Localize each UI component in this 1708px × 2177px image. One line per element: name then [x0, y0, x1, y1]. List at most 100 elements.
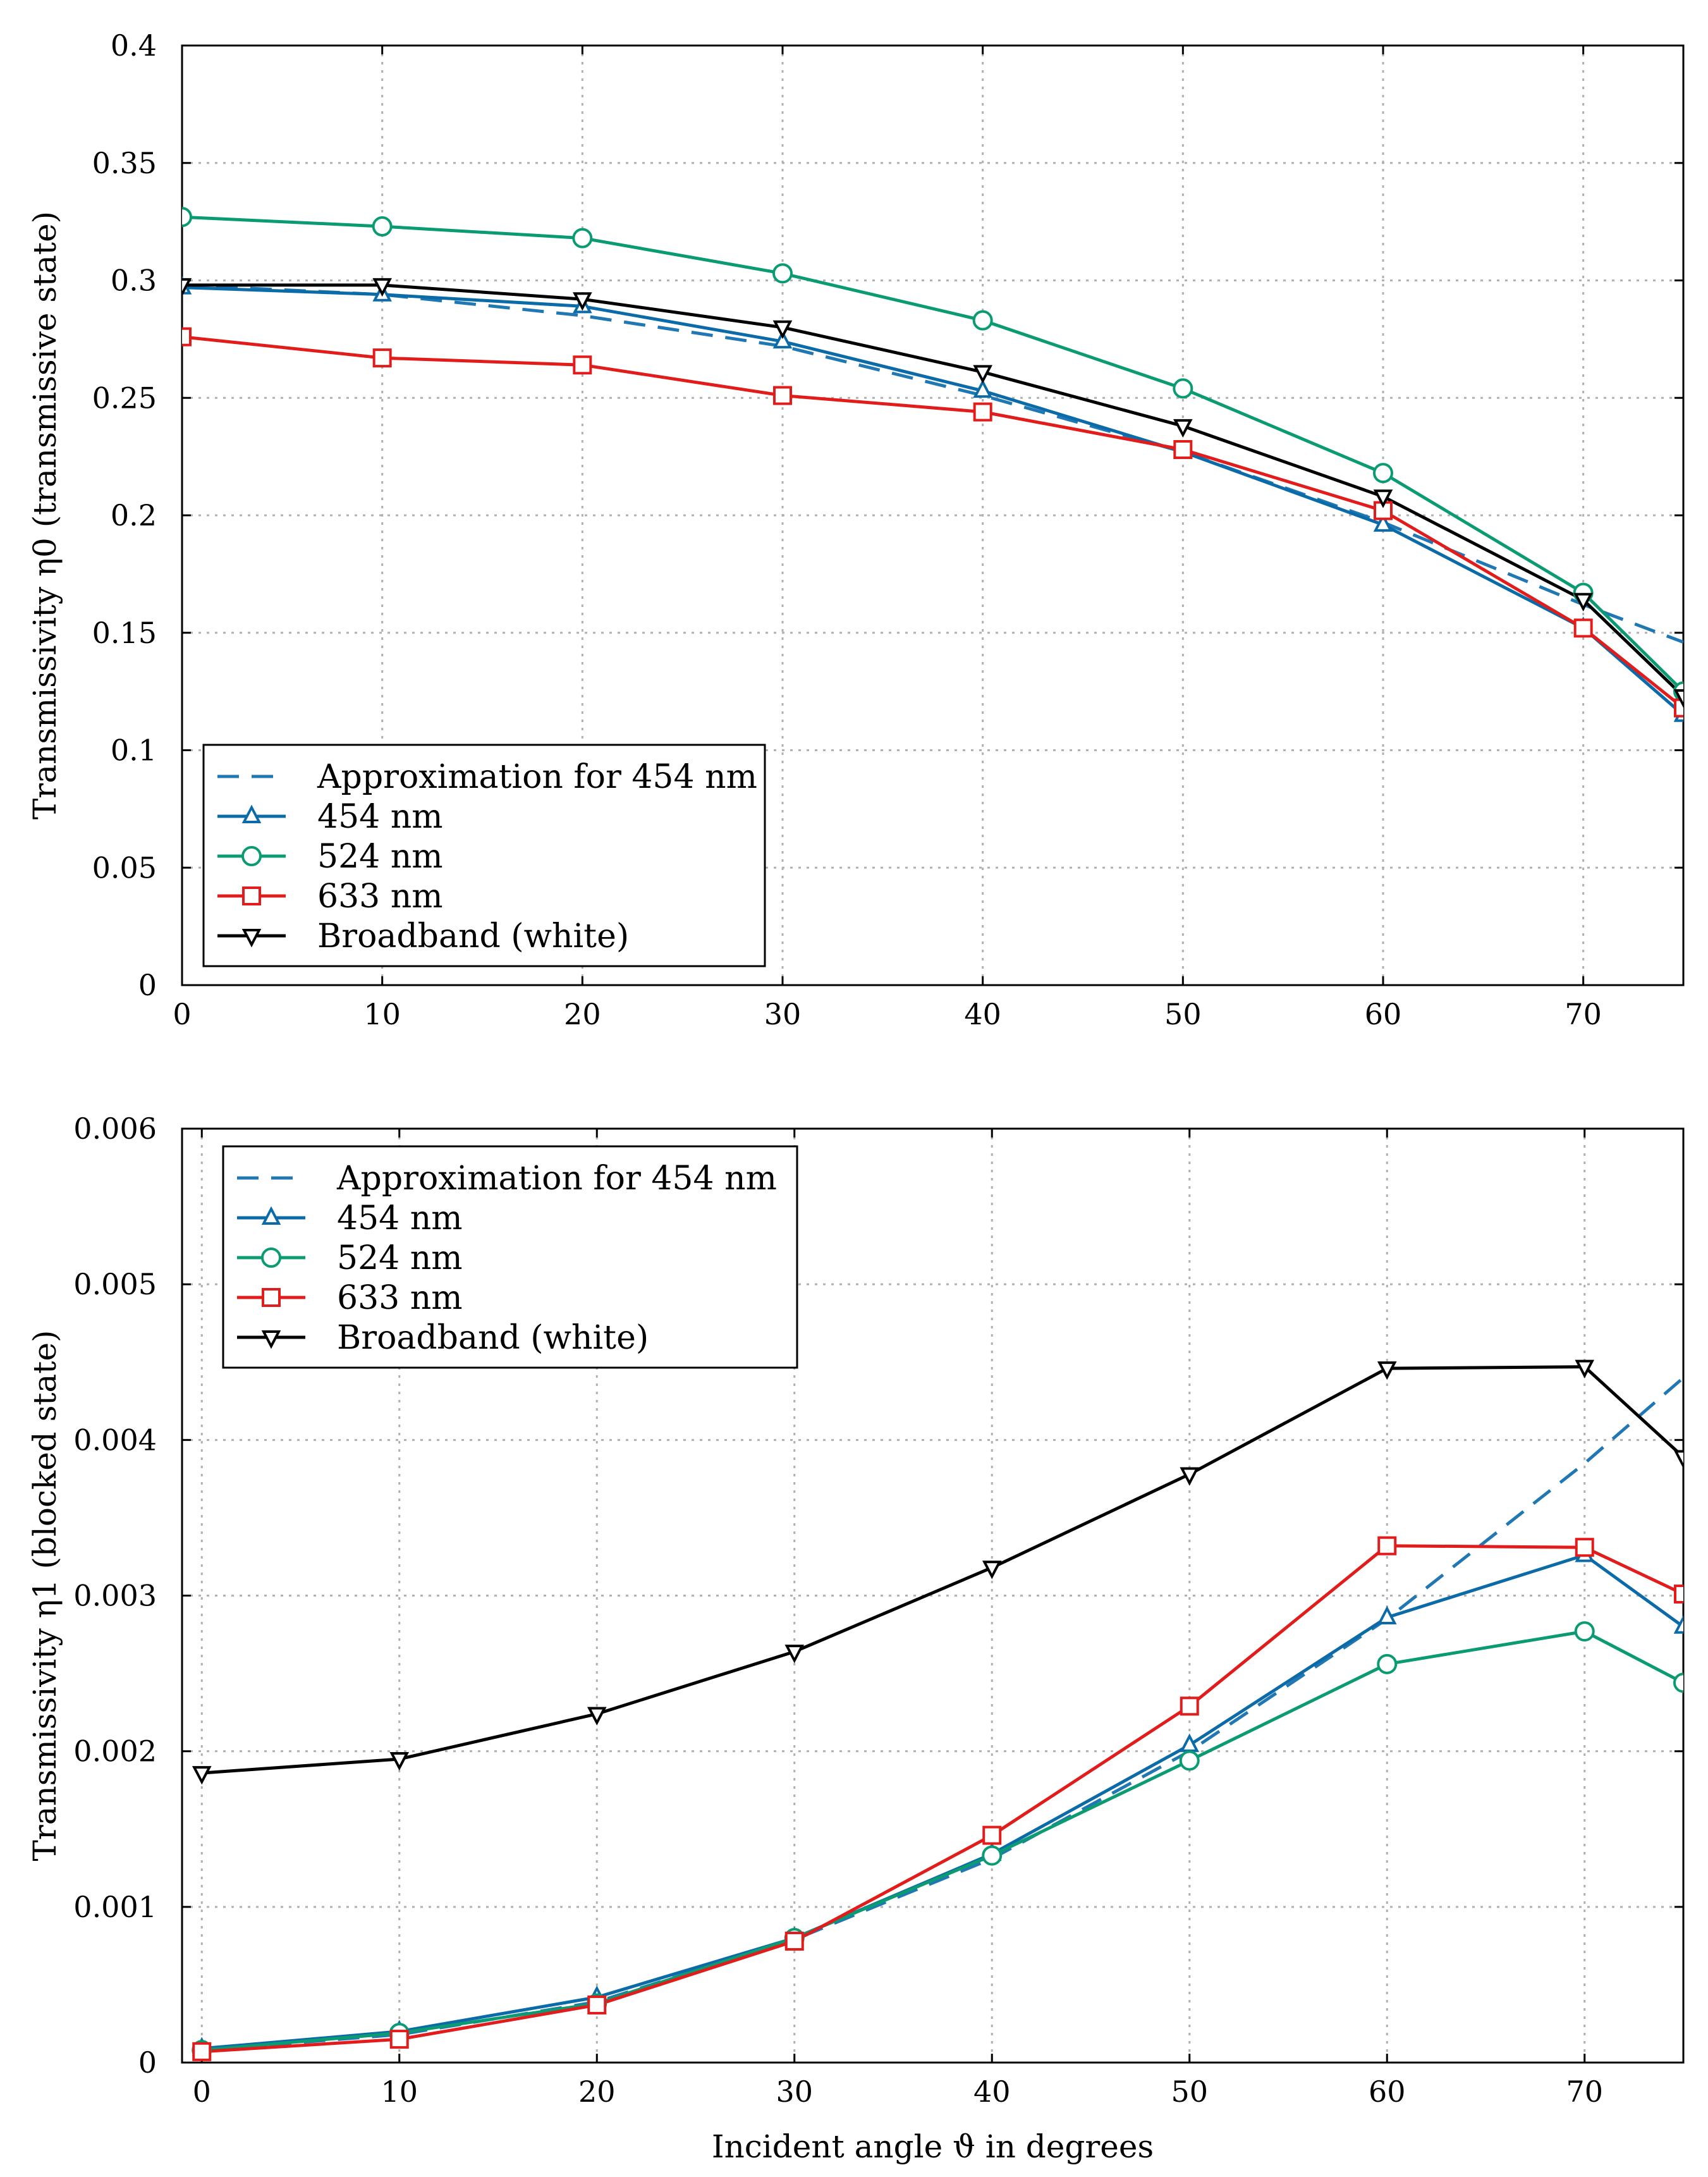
- y-tick-label: 0.25: [92, 381, 157, 415]
- data-point-nm524: [182, 207, 192, 228]
- data-point-nm633: [973, 402, 992, 422]
- data-point-nm454: [772, 329, 793, 349]
- series-line-nm454: [182, 286, 1683, 716]
- legend-label-approx: Approximation for 454 nm: [317, 758, 757, 796]
- legend-label-nm633: 633 nm: [337, 1279, 463, 1317]
- x-tick-label: 70: [1565, 997, 1602, 1031]
- legend-marker-nm633: [242, 886, 261, 905]
- x-axis-title: Incident angle ϑ in degrees: [712, 2128, 1154, 2165]
- y-tick-label: 0.001: [73, 1890, 157, 1924]
- y-tick-label: 0.05: [92, 850, 157, 885]
- x-tick-label: 60: [1369, 2075, 1406, 2109]
- data-point-nm633: [192, 2042, 212, 2061]
- y-tick-label: 0.3: [111, 264, 157, 298]
- y-tick-label: 0.004: [73, 1423, 157, 1457]
- data-point-nm633: [1573, 618, 1593, 638]
- legend-label-approx: Approximation for 454 nm: [336, 1160, 777, 1198]
- data-point-white: [973, 365, 992, 384]
- data-point-white: [784, 1645, 805, 1664]
- y-tick-label: 0.4: [111, 28, 157, 63]
- data-point-nm454: [973, 379, 992, 398]
- legend-marker-white: [241, 929, 262, 948]
- data-point-white: [372, 278, 392, 297]
- data-point-nm524: [982, 1845, 1003, 1866]
- y-tick-label: 0: [138, 968, 157, 1002]
- data-point-white: [772, 320, 793, 340]
- series-line-white: [182, 283, 1683, 697]
- x-tick-label: 0: [193, 2075, 211, 2109]
- y-tick-label: 0.006: [73, 1112, 157, 1146]
- series-line-white: [202, 1365, 1683, 1775]
- legend-label-nm454: 454 nm: [317, 798, 443, 836]
- data-point-nm524: [972, 310, 993, 331]
- y-tick-label: 0.005: [73, 1267, 157, 1301]
- data-point-white: [1673, 689, 1683, 708]
- legend-label-white: Broadband (white): [337, 1319, 649, 1357]
- data-point-white: [587, 1707, 607, 1726]
- data-point-nm524: [772, 263, 793, 284]
- legend-marker-nm454: [261, 1206, 281, 1225]
- data-point-white: [573, 292, 592, 311]
- data-point-nm633: [1180, 1696, 1199, 1716]
- data-point-nm524: [572, 228, 593, 248]
- legend-marker-nm454: [241, 804, 262, 823]
- data-point-nm524: [372, 216, 393, 237]
- data-point-nm524: [1373, 463, 1393, 484]
- series-line-nm633: [182, 335, 1683, 709]
- x-tick-label: 30: [764, 997, 802, 1031]
- data-point-white: [1373, 489, 1393, 508]
- legend-marker-nm524: [261, 1248, 281, 1268]
- data-point-white: [1573, 592, 1593, 612]
- series-line-nm454: [202, 1554, 1683, 2051]
- x-tick-label: 30: [776, 2075, 813, 2109]
- data-point-white: [182, 278, 192, 297]
- y-tick-label: 0.2: [111, 498, 157, 532]
- x-tick-label: 10: [381, 2075, 418, 2109]
- series-line-approx: [202, 1377, 1683, 2052]
- series-line-nm524: [202, 1629, 1683, 2052]
- legend-label-white: Broadband (white): [317, 917, 629, 955]
- y-tick-label: 0.003: [73, 1579, 157, 1613]
- y-tick-label: 0: [138, 2045, 157, 2080]
- chart-bottom: 0 10 20 30 40 50 60 70 0 0.001 0.002 0.003 0.004 0.00…: [27, 1112, 1685, 2165]
- data-point-nm633: [1674, 1585, 1683, 1604]
- data-point-white: [1673, 1450, 1683, 1469]
- data-point-nm454: [1377, 1605, 1397, 1624]
- chart-top: 0 10 20 30 40 50 60 70 0 0.05 0.1 0.15 0.2 0.25 0.3 0.3…: [27, 28, 1685, 1031]
- data-point-nm454: [1373, 513, 1393, 532]
- series-line-approx: [182, 283, 1683, 644]
- data-point-nm633: [1173, 439, 1193, 459]
- x-tick-label: 40: [964, 997, 1001, 1031]
- data-point-nm633: [784, 1931, 804, 1951]
- data-point-nm633: [573, 355, 592, 375]
- x-tick-label: 60: [1365, 997, 1402, 1031]
- data-point-nm633: [587, 1995, 607, 2014]
- data-point-white: [1377, 1361, 1397, 1380]
- x-tick-label: 70: [1566, 2075, 1603, 2109]
- y-tick-label: 0.15: [92, 616, 157, 650]
- data-point-white: [1180, 1467, 1200, 1486]
- y-tick-label: 0.35: [92, 146, 157, 180]
- data-point-nm633: [1377, 1536, 1397, 1555]
- legend-label-nm633: 633 nm: [317, 878, 443, 916]
- series-group: [182, 207, 1683, 722]
- x-tick-label: 40: [973, 2075, 1011, 2109]
- y-axis-title: Transmissivity η0 (transmissive state): [27, 211, 63, 819]
- data-point-nm633: [389, 2030, 409, 2049]
- data-point-nm633: [182, 327, 192, 346]
- legend-marker-nm524: [241, 846, 262, 866]
- y-axis-title: Transmissivity η1 (blocked state): [27, 1330, 63, 1861]
- x-tick-label: 20: [578, 2075, 616, 2109]
- data-point-nm524: [1173, 378, 1193, 399]
- data-point-white: [982, 1561, 1002, 1579]
- data-point-nm454: [1673, 1615, 1683, 1634]
- x-tick-label: 50: [1171, 2075, 1208, 2109]
- data-point-white: [1173, 419, 1193, 438]
- series-line-nm633: [202, 1544, 1683, 2054]
- x-tick-label: 20: [564, 997, 601, 1031]
- data-point-white: [389, 1751, 410, 1771]
- legend-marker-nm633: [262, 1288, 281, 1307]
- x-tick-label: 0: [173, 997, 191, 1031]
